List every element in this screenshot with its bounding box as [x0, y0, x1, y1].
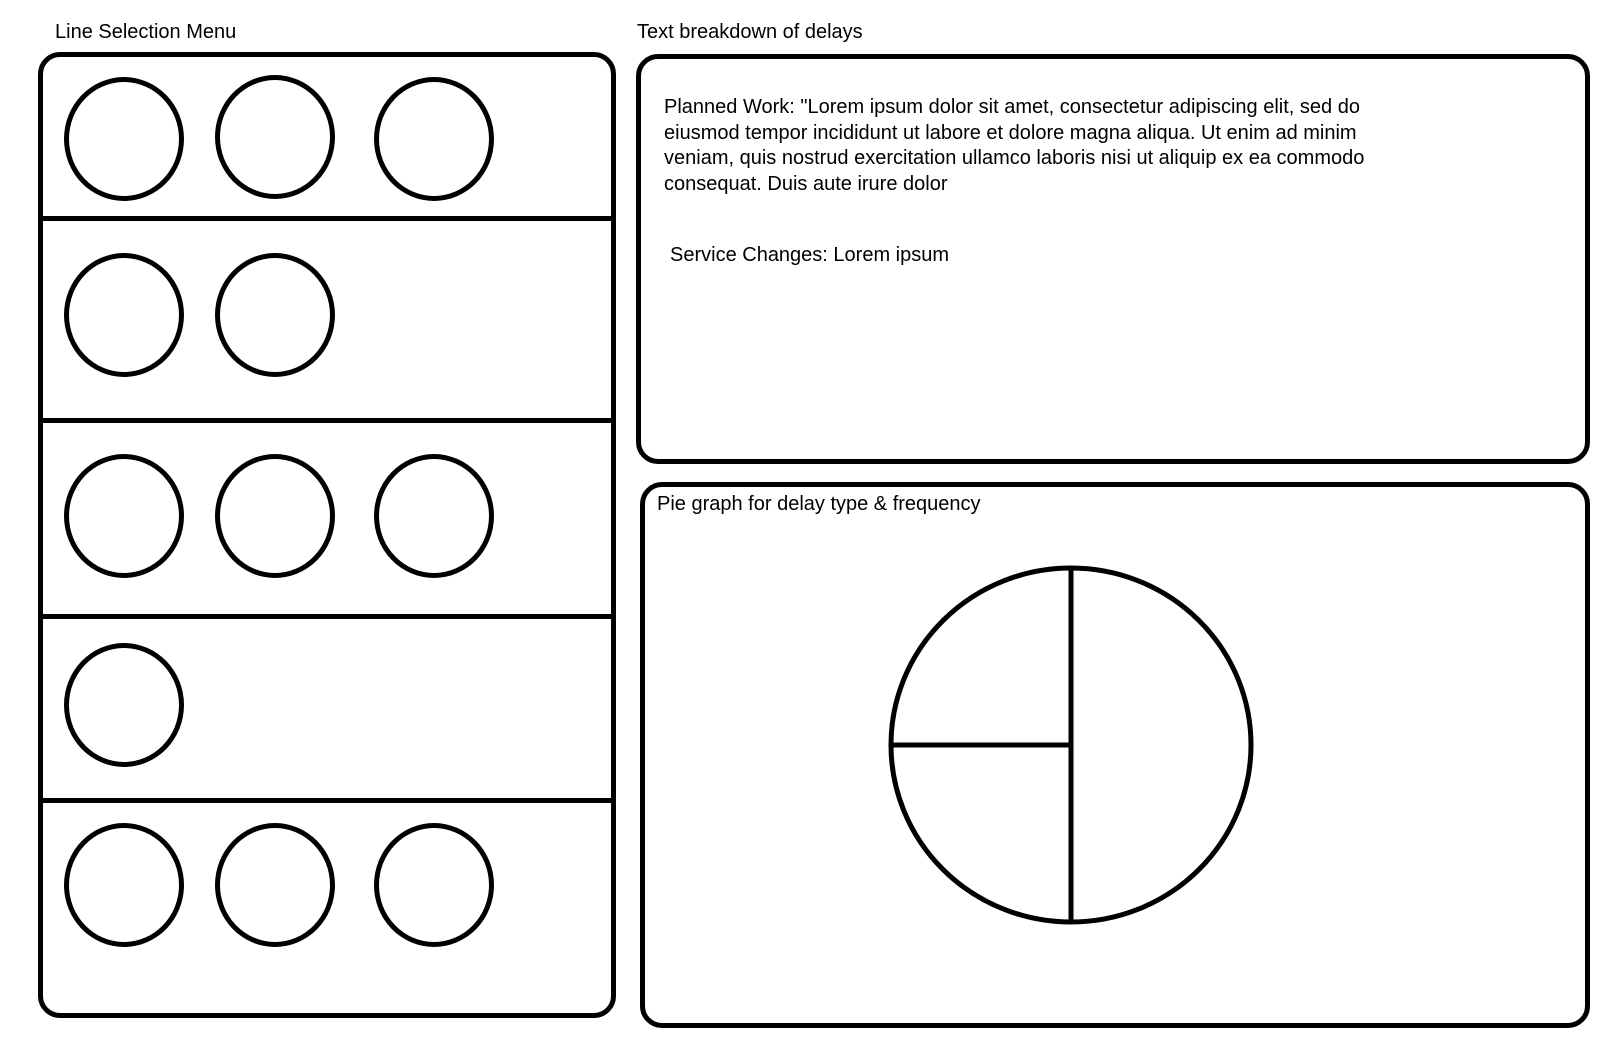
text-breakdown-title: Text breakdown of delays	[637, 21, 863, 43]
line-button[interactable]	[64, 454, 184, 578]
line-button[interactable]	[64, 823, 184, 947]
line-button[interactable]	[374, 77, 494, 201]
line-button[interactable]	[215, 823, 335, 947]
pie-graph-panel: Pie graph for delay type & frequency	[640, 482, 1590, 1028]
line-button[interactable]	[64, 77, 184, 201]
line-row-1	[43, 57, 611, 221]
pie-graph-title: Pie graph for delay type & frequency	[657, 493, 981, 515]
line-row-3	[43, 423, 611, 619]
line-button[interactable]	[374, 454, 494, 578]
line-button[interactable]	[374, 823, 494, 947]
pie-chart	[888, 565, 1254, 925]
text-breakdown-panel: Planned Work: "Lorem ipsum dolor sit ame…	[636, 54, 1590, 464]
line-selection-menu	[38, 52, 616, 1018]
line-button[interactable]	[64, 643, 184, 767]
line-row-4	[43, 619, 611, 803]
planned-work-text: Planned Work: "Lorem ipsum dolor sit ame…	[664, 96, 1365, 195]
service-changes-text: Service Changes: Lorem ipsum	[670, 244, 950, 266]
line-button[interactable]	[64, 253, 184, 377]
line-button[interactable]	[215, 253, 335, 377]
line-row-5	[43, 803, 611, 1013]
line-selection-menu-title: Line Selection Menu	[55, 21, 237, 43]
line-row-2	[43, 221, 611, 423]
line-button[interactable]	[215, 75, 335, 199]
line-button[interactable]	[215, 454, 335, 578]
